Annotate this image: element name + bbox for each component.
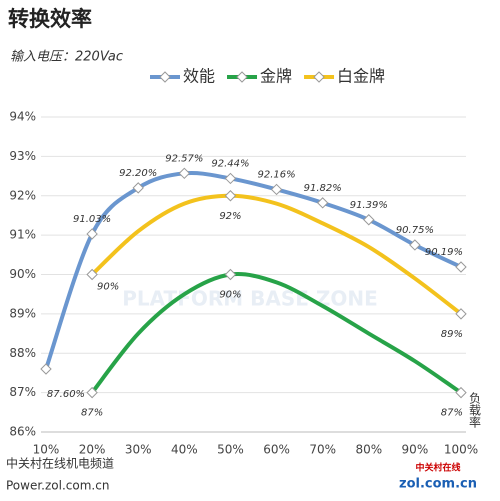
value-label: 87.60% <box>47 389 85 400</box>
x-tick-label: 50% <box>217 443 244 457</box>
x-tick-label: 60% <box>263 443 290 457</box>
logo: 中关村在线 <box>415 462 460 474</box>
value-label: 89% <box>441 329 463 340</box>
legend-marker <box>159 71 171 83</box>
y-tick-label: 86% <box>9 425 36 439</box>
value-label: 91.82% <box>304 183 342 194</box>
series-line <box>90 193 463 316</box>
chart-title: 转换效率 <box>8 7 92 31</box>
y-tick-label: 92% <box>9 188 36 202</box>
series-line <box>44 170 462 370</box>
value-label: 92.57% <box>165 153 203 164</box>
y-tick-label: 94% <box>9 110 36 124</box>
x-tick-label: 100% <box>444 443 478 457</box>
value-label: 90.19% <box>425 247 463 258</box>
point-marker <box>40 363 52 375</box>
y-tick-label: 89% <box>9 306 36 320</box>
point-marker <box>363 214 375 226</box>
x-tick-label: 20% <box>79 443 106 457</box>
y-tick-label: 88% <box>9 346 36 360</box>
point-marker <box>455 261 467 273</box>
point-marker <box>224 190 237 202</box>
x-tick-label: 70% <box>309 443 336 457</box>
x-tick-label: 10% <box>33 443 60 457</box>
source: 中关村在线机电频道 <box>6 456 114 471</box>
value-label: 90% <box>219 290 241 301</box>
y-tick-label: 90% <box>9 267 36 281</box>
x-tick-label: 80% <box>355 443 382 457</box>
legend-marker <box>236 71 248 83</box>
y-tick-label: 87% <box>9 385 36 399</box>
value-label: 91.03% <box>73 214 111 225</box>
value-label: 92.20% <box>119 168 157 179</box>
legend-label: 金牌 <box>260 67 292 86</box>
point-marker <box>224 172 237 185</box>
point-marker <box>86 268 98 281</box>
y-tick-label: 91% <box>9 228 36 242</box>
series-line <box>90 272 463 395</box>
value-label: 92% <box>219 211 241 222</box>
legend-label: 白金牌 <box>337 67 385 86</box>
point-marker <box>224 268 237 281</box>
value-label: 92.44% <box>211 158 249 169</box>
point-marker <box>178 167 191 180</box>
point-marker <box>132 182 144 194</box>
source: Power.zol.com.cn <box>6 479 109 493</box>
legend-label: 效能 <box>183 67 215 86</box>
value-label: 91.39% <box>350 200 388 211</box>
subtitle: 输入电压：220Vac <box>10 50 123 65</box>
value-label: 87% <box>81 408 103 419</box>
value-label: 90.75% <box>396 225 434 236</box>
watermark: PLATFORM BASE ZONE <box>122 287 378 311</box>
value-label: 87% <box>441 408 463 419</box>
y-tick-label: 93% <box>9 149 36 163</box>
x-tick-label: 40% <box>171 443 198 457</box>
value-label: 90% <box>97 282 119 293</box>
point-marker <box>86 386 98 399</box>
point-marker <box>270 183 283 196</box>
logo: zol.com.cn <box>399 477 477 492</box>
point-marker <box>86 228 98 240</box>
point-marker <box>455 308 467 320</box>
x-tick-label: 90% <box>402 443 429 457</box>
point-marker <box>455 386 467 399</box>
x-tick-label: 30% <box>125 443 152 457</box>
value-label: 92.16% <box>257 169 295 180</box>
x-axis-label: 负载率 <box>468 392 482 428</box>
legend-marker <box>313 71 325 83</box>
point-marker <box>409 239 421 251</box>
point-marker <box>316 197 329 209</box>
